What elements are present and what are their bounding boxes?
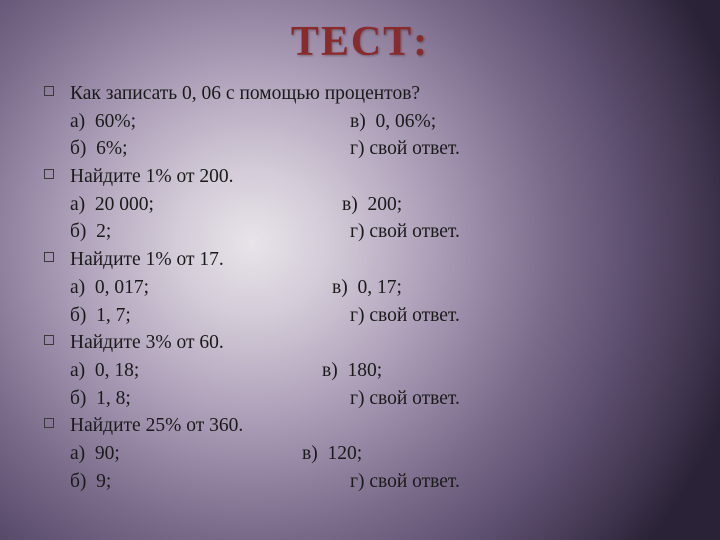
question-5-row-2: б) 9; г) свой ответ. xyxy=(70,468,680,496)
question-5-prompt: Найдите 25% от 360. xyxy=(70,412,680,440)
question-5-row-1: а) 90; в) 120; xyxy=(70,440,680,468)
answer-g: г) свой ответ. xyxy=(350,468,460,496)
bullet-icon xyxy=(44,252,54,262)
question-1-row-1: а) 60%; в) 0, 06%; xyxy=(70,108,680,136)
question-text: Найдите 25% от 360. xyxy=(70,412,243,440)
question-1-prompt: Как записать 0, 06 с помощью процентов? xyxy=(70,80,680,108)
answer-g: г) свой ответ. xyxy=(350,218,460,246)
answer-a: а) 60%; xyxy=(70,108,136,136)
question-4-row-2: б) 1, 8; г) свой ответ. xyxy=(70,385,680,413)
question-2-row-2: б) 2; г) свой ответ. xyxy=(70,218,680,246)
question-text: Как записать 0, 06 с помощью процентов? xyxy=(70,80,420,108)
answer-a: а) 0, 017; xyxy=(70,274,149,302)
bullet-icon xyxy=(44,418,54,428)
question-1-row-2: б) 6%; г) свой ответ. xyxy=(70,135,680,163)
bullet-icon xyxy=(44,86,54,96)
question-4-prompt: Найдите 3% от 60. xyxy=(70,329,680,357)
question-text: Найдите 1% от 17. xyxy=(70,246,224,274)
question-text: Найдите 3% от 60. xyxy=(70,329,224,357)
bullet-icon xyxy=(44,169,54,179)
question-2-prompt: Найдите 1% от 200. xyxy=(70,163,680,191)
answer-g: г) свой ответ. xyxy=(350,385,460,413)
answer-a: а) 90; xyxy=(70,440,120,468)
answer-b: б) 9; xyxy=(70,468,111,496)
answer-a: а) 20 000; xyxy=(70,191,154,219)
answer-v: в) 0, 17; xyxy=(332,274,402,302)
question-3-row-2: б) 1, 7; г) свой ответ. xyxy=(70,302,680,330)
question-text: Найдите 1% от 200. xyxy=(70,163,233,191)
answer-b: б) 6%; xyxy=(70,135,128,163)
answer-a: а) 0, 18; xyxy=(70,357,139,385)
bullet-icon xyxy=(44,335,54,345)
slide: ТЕСТ: Как записать 0, 06 с помощью проце… xyxy=(0,0,720,540)
answer-v: в) 0, 06%; xyxy=(350,108,436,136)
answer-v: в) 180; xyxy=(322,357,382,385)
answer-b: б) 1, 8; xyxy=(70,385,131,413)
answer-g: г) свой ответ. xyxy=(350,135,460,163)
question-3-row-1: а) 0, 017; в) 0, 17; xyxy=(70,274,680,302)
answer-v: в) 200; xyxy=(342,191,402,219)
answer-b: б) 2; xyxy=(70,218,111,246)
answer-g: г) свой ответ. xyxy=(350,302,460,330)
answer-b: б) 1, 7; xyxy=(70,302,131,330)
content-body: Как записать 0, 06 с помощью процентов? … xyxy=(70,80,680,495)
slide-title: ТЕСТ: xyxy=(40,18,680,66)
answer-v: в) 120; xyxy=(302,440,362,468)
question-3-prompt: Найдите 1% от 17. xyxy=(70,246,680,274)
question-2-row-1: а) 20 000; в) 200; xyxy=(70,191,680,219)
question-4-row-1: а) 0, 18; в) 180; xyxy=(70,357,680,385)
